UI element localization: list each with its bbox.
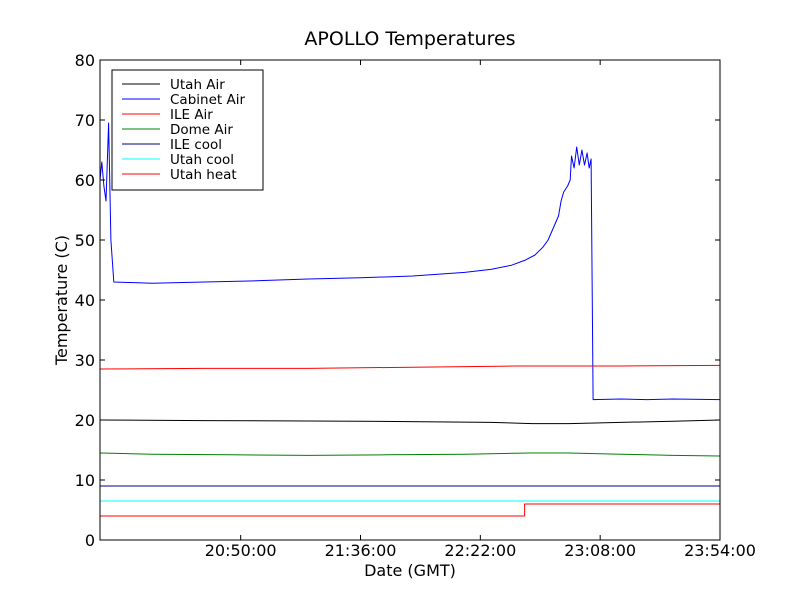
legend-label: Utah Air bbox=[170, 77, 225, 93]
legend-label: Dome Air bbox=[170, 122, 233, 138]
x-axis-title: Date (GMT) bbox=[364, 561, 456, 580]
series-line-ile-air bbox=[99, 364, 721, 370]
chart-title: APOLLO Temperatures bbox=[304, 28, 515, 50]
y-tick-label: 50 bbox=[75, 231, 95, 250]
y-axis: 0 10 20 30 40 50 60 70 80 bbox=[75, 51, 720, 550]
x-tick-label: 22:22:00 bbox=[444, 541, 516, 560]
x-tick-label: 20:50:00 bbox=[205, 541, 277, 560]
x-tick-label: 23:54:00 bbox=[684, 541, 756, 560]
legend-label: ILE cool bbox=[170, 137, 222, 153]
series-line-utah-heat bbox=[100, 503, 720, 517]
legend-frame bbox=[111, 69, 264, 191]
legend-label: Utah cool bbox=[170, 152, 234, 168]
y-tick-label: 30 bbox=[75, 351, 95, 370]
y-tick-label: 0 bbox=[85, 531, 95, 550]
y-tick-label: 10 bbox=[75, 471, 95, 490]
legend-label: Utah heat bbox=[170, 167, 237, 183]
x-axis: 20:50:00 21:36:00 22:22:00 23:08:00 23:54:00 bbox=[205, 60, 756, 560]
series-line-dome-air bbox=[99, 452, 721, 457]
x-tick-label: 23:08:00 bbox=[564, 541, 636, 560]
y-tick-label: 80 bbox=[75, 51, 95, 70]
y-tick-label: 40 bbox=[75, 291, 95, 310]
series-line-cabinet-air bbox=[99, 122, 721, 401]
series-line-utah-air bbox=[99, 419, 721, 425]
series-layer bbox=[99, 122, 721, 517]
legend-label: ILE Air bbox=[170, 107, 213, 123]
y-axis-title: Temperature (C) bbox=[52, 235, 71, 366]
x-tick-label: 21:36:00 bbox=[325, 541, 397, 560]
y-tick-label: 20 bbox=[75, 411, 95, 430]
y-tick-label: 70 bbox=[75, 111, 95, 130]
legend-label: Cabinet Air bbox=[170, 92, 245, 108]
y-tick-label: 60 bbox=[75, 171, 95, 190]
